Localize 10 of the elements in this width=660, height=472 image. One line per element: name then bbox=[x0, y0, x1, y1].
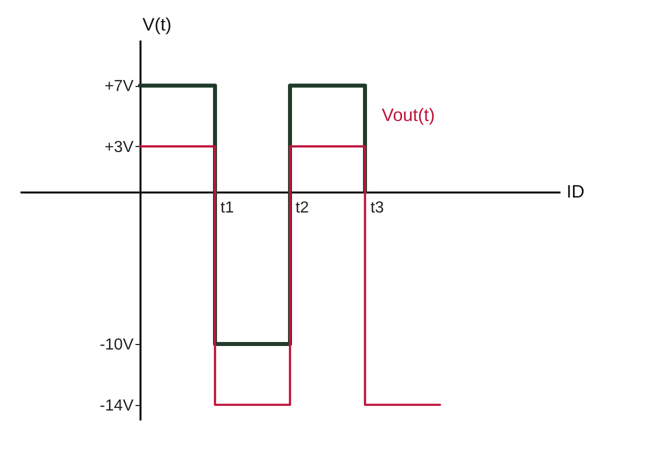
y-tick-label: +7V bbox=[104, 78, 134, 96]
x-tick-label: t1 bbox=[220, 200, 234, 216]
annotation: Vout(t) bbox=[382, 105, 435, 125]
x-tick-label: t3 bbox=[370, 200, 384, 216]
y-tick-label: -10V bbox=[100, 336, 134, 354]
y-axis-title: V(t) bbox=[142, 14, 172, 34]
x-tick-label: t2 bbox=[296, 200, 309, 216]
y-tick-label: -14V bbox=[100, 397, 134, 414]
x-axis-title: ID bbox=[566, 182, 584, 202]
y-tick-label: +3V bbox=[104, 138, 134, 156]
